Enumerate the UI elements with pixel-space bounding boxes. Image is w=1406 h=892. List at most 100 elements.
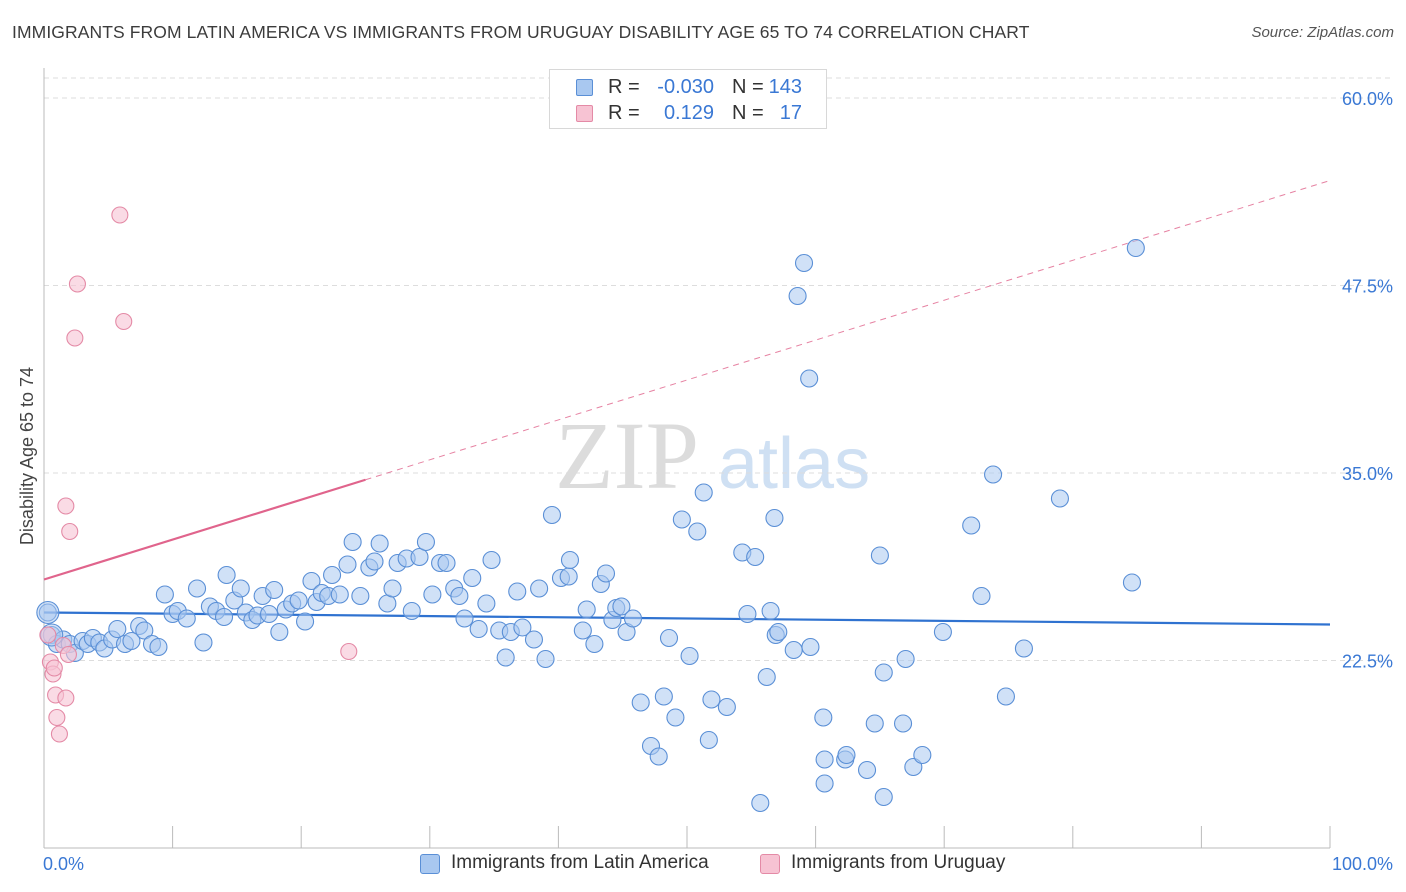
data-point-latin-america — [455, 609, 474, 628]
data-point-latin-america — [365, 552, 384, 571]
data-point-latin-america — [857, 760, 877, 780]
n-value: 17 — [779, 102, 802, 124]
data-point-latin-america — [738, 604, 757, 624]
data-point-latin-america — [323, 565, 342, 585]
y-tick-labels: 22.5% 35.0% 47.5% 60.0% — [1342, 89, 1393, 672]
data-point-latin-america — [801, 637, 820, 657]
data-point-uruguay — [50, 725, 68, 743]
trend-line-uruguay-extension — [365, 180, 1331, 481]
data-point-latin-america — [370, 534, 389, 553]
data-point-latin-america — [814, 708, 833, 727]
data-point-uruguay — [68, 275, 86, 293]
data-point-latin-america — [214, 607, 234, 627]
gridlines — [44, 77, 1392, 661]
series-latin-america-points — [36, 238, 1145, 813]
data-point-latin-america — [482, 550, 501, 570]
data-point-latin-america — [378, 594, 397, 613]
data-point-latin-america — [296, 612, 315, 631]
data-point-latin-america — [217, 565, 236, 585]
data-point-latin-america — [996, 687, 1015, 706]
swatch-uruguay — [576, 105, 593, 122]
data-point-latin-america — [289, 591, 308, 610]
data-point-latin-america — [794, 253, 814, 273]
data-point-latin-america — [865, 714, 884, 733]
series-uruguay-points — [39, 206, 358, 743]
data-point-latin-america — [530, 579, 549, 598]
data-point-latin-america — [596, 564, 616, 583]
watermark-zip: ZIP — [555, 402, 699, 509]
n-label: N = — [732, 76, 764, 98]
data-point-latin-america — [135, 621, 154, 640]
data-point-latin-america — [496, 648, 515, 667]
data-point-latin-america — [870, 546, 889, 565]
data-point-latin-america — [513, 618, 532, 637]
data-point-latin-america — [815, 774, 834, 793]
r-value: 0.129 — [663, 102, 714, 124]
data-point-latin-america — [36, 600, 60, 625]
trend-line-uruguay — [43, 478, 366, 581]
data-point-latin-america — [769, 622, 788, 642]
trend-line-latin-america — [43, 611, 1331, 626]
data-point-latin-america — [962, 516, 981, 535]
data-point-latin-america — [631, 693, 650, 712]
swatch-latin-america — [576, 79, 593, 96]
data-point-latin-america — [536, 649, 555, 669]
correlation-legend: R = -0.030 N = 143 R = 0.129 N = 17 — [549, 69, 827, 129]
data-point-latin-america — [542, 505, 562, 525]
data-point-latin-america — [904, 757, 923, 777]
data-point-latin-america — [1126, 238, 1145, 258]
data-point-latin-america — [177, 609, 196, 628]
data-point-latin-america — [108, 619, 127, 639]
data-point-latin-america — [463, 568, 482, 588]
data-point-latin-america — [149, 637, 168, 657]
data-point-latin-america — [343, 532, 362, 552]
y-tick-label: 47.5% — [1342, 277, 1393, 297]
data-point-latin-america — [649, 747, 668, 766]
data-point-latin-america — [1122, 573, 1142, 592]
data-point-latin-america — [761, 601, 780, 621]
legend-swatch-latin-america — [420, 854, 440, 874]
r-label: R = — [608, 102, 640, 124]
data-point-uruguay — [59, 645, 77, 664]
data-point-uruguay — [57, 497, 75, 515]
data-point-latin-america — [1050, 489, 1069, 508]
data-point-latin-america — [672, 510, 691, 529]
x-tick-label: 0.0% — [43, 854, 84, 874]
data-point-latin-america — [699, 730, 718, 750]
legend-row-latin-america: R = -0.030 N = 143 — [550, 74, 826, 100]
data-point-latin-america — [800, 369, 819, 388]
r-label: R = — [608, 76, 640, 98]
data-point-latin-america — [702, 690, 721, 709]
source-credit: Source: ZipAtlas.com — [1251, 24, 1394, 41]
data-point-latin-america — [577, 600, 596, 619]
data-point-latin-america — [612, 597, 631, 616]
data-point-latin-america — [751, 793, 770, 813]
data-point-latin-america — [688, 522, 707, 541]
data-point-latin-america — [757, 667, 776, 687]
data-point-latin-america — [765, 508, 784, 528]
x-tick-labels: 0.0% 100.0% — [43, 854, 1393, 874]
data-point-uruguay — [66, 329, 84, 347]
legend-row-uruguay: R = 0.129 N = 17 — [550, 100, 826, 126]
data-point-latin-america — [469, 619, 488, 639]
data-point-uruguay — [340, 642, 358, 661]
data-point-latin-america — [573, 621, 592, 640]
r-value: -0.030 — [657, 76, 714, 98]
data-point-latin-america — [654, 687, 673, 706]
data-point-latin-america — [659, 628, 679, 648]
data-point-uruguay — [115, 312, 133, 331]
data-point-latin-america — [416, 532, 435, 552]
data-point-uruguay — [39, 626, 57, 644]
data-point-latin-america — [972, 586, 991, 606]
data-point-latin-america — [896, 649, 915, 669]
legend-label-latin-america: Immigrants from Latin America — [451, 852, 709, 873]
y-tick-label: 22.5% — [1342, 652, 1393, 672]
x-tick-label: 100.0% — [1332, 854, 1393, 874]
data-point-latin-america — [155, 585, 174, 604]
n-label: N = — [732, 102, 764, 124]
watermark: ZIP atlas — [555, 402, 870, 509]
data-point-latin-america — [694, 483, 713, 502]
data-point-latin-america — [270, 622, 289, 642]
data-point-latin-america — [984, 465, 1003, 484]
